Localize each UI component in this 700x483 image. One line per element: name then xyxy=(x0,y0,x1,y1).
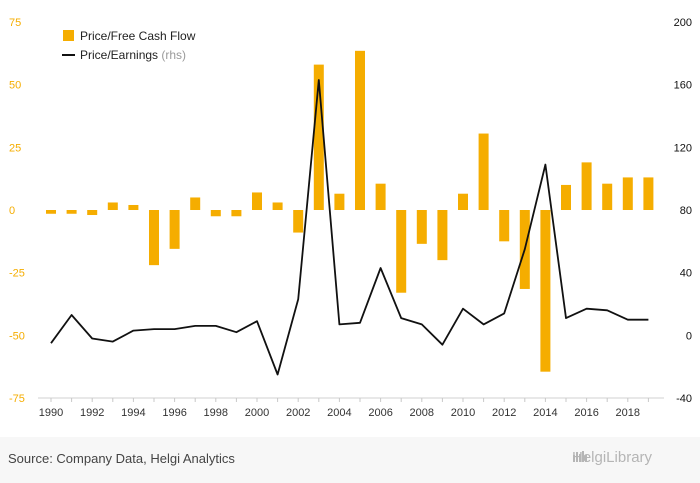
bar-price-fcf xyxy=(190,197,201,210)
bar-price-fcf xyxy=(252,192,262,210)
right-tick-label: 120 xyxy=(674,142,692,154)
bar-price-fcf xyxy=(478,133,489,210)
left-tick-label: -50 xyxy=(9,330,25,342)
bar-price-fcf xyxy=(128,204,139,210)
right-tick-label: 40 xyxy=(680,268,692,280)
bar-price-fcf xyxy=(169,210,180,249)
bar-price-fcf xyxy=(499,210,510,242)
bar-price-fcf xyxy=(581,162,592,210)
right-tick-label: 80 xyxy=(680,205,692,217)
legend-label-price-earnings: Price/Earnings (rhs) xyxy=(80,48,186,62)
bar-price-fcf xyxy=(458,193,468,210)
bar-price-fcf xyxy=(46,210,56,214)
bar-price-fcf xyxy=(561,184,571,210)
x-tick-label: 2012 xyxy=(492,407,516,419)
bar-price-fcf xyxy=(622,177,633,210)
left-tick-label: 75 xyxy=(9,17,21,29)
left-tick-label: -25 xyxy=(9,268,25,280)
legend-label-price-fcf: Price/Free Cash Flow xyxy=(80,29,196,43)
bar-price-fcf xyxy=(313,64,324,210)
x-tick-label: 2010 xyxy=(451,407,475,419)
logo-text: HelgiLibrary xyxy=(572,449,653,466)
bar-price-fcf xyxy=(540,210,551,372)
x-tick-label: 2006 xyxy=(368,407,392,419)
bar-price-fcf xyxy=(107,202,118,210)
bar-price-fcf xyxy=(437,210,448,261)
left-tick-label: 25 xyxy=(9,142,21,154)
bar-price-fcf xyxy=(334,193,345,210)
right-tick-label: 160 xyxy=(674,80,692,92)
bar-price-fcf xyxy=(396,210,407,293)
bar-price-fcf xyxy=(149,210,159,266)
x-tick-label: 1990 xyxy=(39,407,63,419)
helgi-library-logo[interactable]: HelgiLibrary xyxy=(572,449,652,466)
bar-price-fcf xyxy=(210,210,221,217)
x-tick-label: 2008 xyxy=(410,407,434,419)
x-tick-label: 1996 xyxy=(162,407,186,419)
bar-price-fcf xyxy=(272,202,283,210)
bar-price-fcf xyxy=(643,177,654,210)
legend-swatch-price-fcf xyxy=(63,30,74,41)
bar-price-fcf xyxy=(416,210,427,244)
x-tick-label: 2018 xyxy=(616,407,640,419)
bar-price-fcf xyxy=(66,210,77,214)
bar-price-fcf xyxy=(293,210,304,233)
x-tick-label: 2002 xyxy=(286,407,310,419)
left-tick-label: 0 xyxy=(9,205,15,217)
bar-price-fcf xyxy=(355,50,365,211)
bar-price-fcf xyxy=(375,183,386,210)
x-tick-label: 1998 xyxy=(204,407,228,419)
chart-svg: 75 50 25 0 -25 -50 -75 200 160 120 80 40 0 -40 1990 199… xyxy=(9,17,692,419)
right-tick-label: 0 xyxy=(686,330,692,342)
left-tick-label: -75 xyxy=(9,393,25,405)
x-tick-label: 2016 xyxy=(574,407,598,419)
x-tick-label: 2000 xyxy=(245,407,269,419)
x-tick-label: 2014 xyxy=(533,407,557,419)
bar-price-fcf xyxy=(602,183,613,210)
bar-price-fcf xyxy=(231,210,242,217)
x-tick-label: 1992 xyxy=(80,407,104,419)
left-tick-label: 50 xyxy=(9,80,21,92)
x-tick-label: 2004 xyxy=(327,407,351,419)
library-icon xyxy=(573,451,587,462)
bar-price-fcf xyxy=(87,210,98,216)
source-note: Source: Company Data, Helgi Analytics xyxy=(8,451,235,466)
right-tick-label: -40 xyxy=(676,393,692,405)
right-tick-label: 200 xyxy=(674,17,692,29)
x-tick-label: 1994 xyxy=(121,407,145,419)
line-price-earnings xyxy=(50,79,649,376)
